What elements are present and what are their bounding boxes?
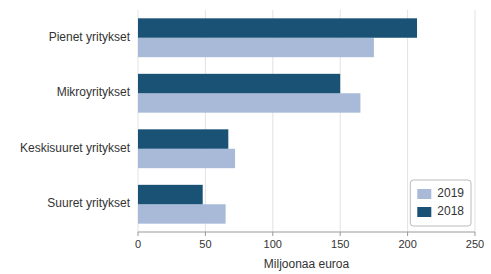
x-axis-line: [138, 232, 475, 233]
x-axis: 0 50 100 150 200 250: [135, 232, 484, 250]
y-tick-label: Suuret yritykset: [47, 196, 130, 210]
bar: [138, 74, 340, 93]
grid-line: [407, 10, 408, 232]
x-tick-label: 50: [199, 238, 211, 250]
bar: [138, 93, 360, 112]
bar: [138, 18, 417, 37]
x-tick: [340, 232, 341, 236]
chart-svg: 0 50 100 150 200 250 Miljoonaa euroa Pienet yri…: [0, 0, 491, 274]
bar: [138, 185, 203, 204]
y-axis: Pienet yritykset Mikroyritykset Keskisuure…: [20, 30, 131, 211]
bars: [138, 18, 417, 223]
x-tick-label: 250: [466, 238, 484, 250]
bar: [138, 129, 228, 148]
y-tick-label: Mikroyritykset: [57, 85, 131, 99]
x-tick-label: 0: [135, 238, 141, 250]
x-tick: [138, 232, 139, 236]
x-tick: [205, 232, 206, 236]
bar: [138, 38, 374, 57]
y-tick-label: Keskisuuret yritykset: [20, 141, 131, 155]
legend-label: 2019: [437, 186, 464, 200]
bar: [138, 149, 235, 168]
legend-label: 2018: [437, 204, 464, 218]
bar: [138, 204, 226, 223]
legend-box: [410, 180, 471, 226]
x-tick-label: 200: [398, 238, 416, 250]
x-tick: [475, 232, 476, 236]
x-tick-label: 150: [331, 238, 349, 250]
y-tick-label: Pienet yritykset: [49, 30, 131, 44]
x-tick-label: 100: [264, 238, 282, 250]
legend-swatch: [417, 189, 431, 199]
x-tick: [407, 232, 408, 236]
grid: [138, 10, 475, 232]
grid-line: [475, 10, 476, 232]
x-axis-label: Miljoonaa euroa: [264, 257, 350, 271]
x-tick: [272, 232, 273, 236]
chart-container: 0 50 100 150 200 250 Miljoonaa euroa Pienet yri…: [0, 0, 491, 274]
legend-swatch: [417, 207, 431, 217]
legend: 2019 2018: [410, 180, 471, 226]
